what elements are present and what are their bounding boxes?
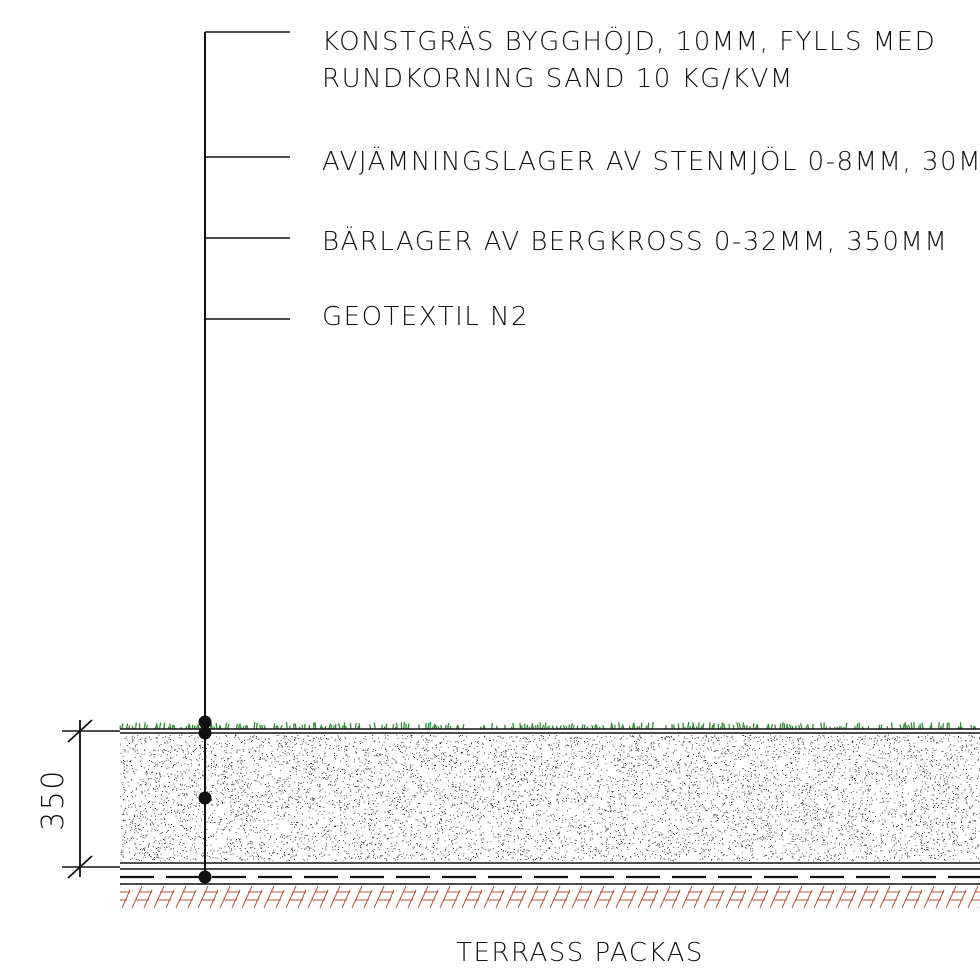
label-subgrade: TERRASS PACKAS: [456, 938, 704, 968]
label-turf-line1: KONSTGRÄS BYGGHÖJD, 10MM, FYLLS MED: [322, 25, 936, 57]
subgrade-hatch: [120, 885, 980, 908]
grass-layer: [119, 721, 977, 730]
gravel-stipple-fill: [120, 734, 980, 862]
dimension-350: [62, 719, 120, 879]
leader-dot-levelling: [198, 726, 212, 740]
dimension-value: 350: [36, 769, 71, 831]
label-turf-line2: RUNDKORNING SAND 10 KG/KVM: [322, 64, 794, 94]
leader-dot-geotextile: [198, 870, 212, 884]
label-geotextile: GEOTEXTIL N2: [322, 302, 529, 332]
leader-dot-base: [198, 791, 212, 805]
label-base-layer: BÄRLAGER AV BERGKROSS 0-32MM, 350MM: [322, 225, 948, 257]
label-levelling-layer: AVJÄMNINGSLAGER AV STENMJÖL 0-8MM, 30MM: [322, 145, 980, 177]
leader-dot-turf: [198, 715, 212, 729]
